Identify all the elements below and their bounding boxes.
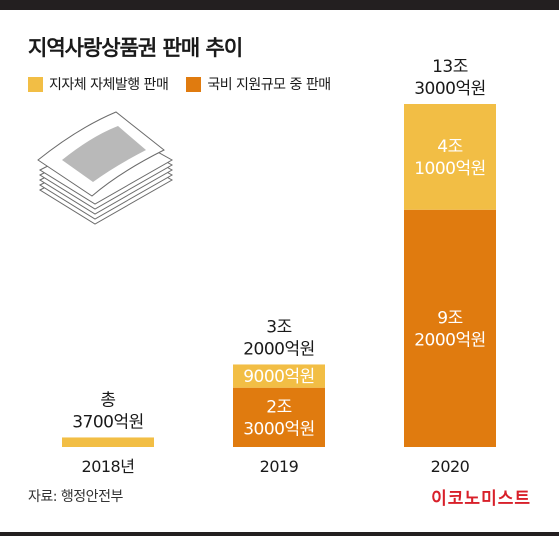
top-bar xyxy=(0,0,559,10)
bar-self-issued-1 xyxy=(233,364,325,388)
segment-label-self-issued-2-1: 1000억원 xyxy=(414,159,486,179)
total-label-1-0: 3조 xyxy=(266,317,291,337)
legend-swatch-self-issued xyxy=(28,76,43,92)
bars-layer xyxy=(62,104,496,447)
bar-national-support-1 xyxy=(233,387,325,447)
segment-label-self-issued-1-0: 9000억원 xyxy=(243,367,315,387)
total-label-2-1: 3000억원 xyxy=(414,79,486,99)
banknote-stack-illustration xyxy=(37,111,174,225)
bar-self-issued-0 xyxy=(62,437,154,447)
category-label-1: 2019 xyxy=(260,457,299,476)
legend-label-national-support: 국비 지원규모 중 판매 xyxy=(207,77,331,93)
legend-item-national-support: 국비 지원규모 중 판매 xyxy=(186,74,331,94)
legend-item-self-issued: 지자체 자체발행 판매 xyxy=(28,74,169,94)
brand-logo: 이코노미스트 xyxy=(431,489,531,509)
source-note: 자료: 행정안전부 xyxy=(28,489,123,505)
total-label-1-1: 2000억원 xyxy=(243,339,315,359)
total-label-0-1: 3700억원 xyxy=(72,412,144,432)
category-label-0: 2018년 xyxy=(82,457,135,476)
bar-self-issued-2 xyxy=(404,104,496,210)
segment-label-national-support-1-1: 3000억원 xyxy=(243,419,315,439)
chart-title: 지역사랑상품권 판매 추이 xyxy=(28,36,243,60)
segment-label-national-support-1-0: 2조 xyxy=(266,397,291,417)
legend: 지자체 자체발행 판매 국비 지원규모 중 판매 xyxy=(28,74,349,94)
legend-swatch-national-support xyxy=(186,76,202,92)
labels-layer: 총3700억원2018년2조3000억원9000억원3조2000억원20199조… xyxy=(72,57,486,476)
segment-label-national-support-2-0: 9조 xyxy=(437,308,462,328)
segment-label-national-support-2-1: 2000억원 xyxy=(414,330,486,350)
total-label-0-0: 총 xyxy=(100,390,115,410)
legend-label-self-issued: 지자체 자체발행 판매 xyxy=(49,77,169,93)
segment-label-self-issued-2-0: 4조 xyxy=(437,137,462,157)
category-label-2: 2020 xyxy=(431,457,470,476)
total-label-2-0: 13조 xyxy=(432,57,468,77)
bottom-bar xyxy=(0,532,559,536)
bar-national-support-2 xyxy=(404,209,496,447)
